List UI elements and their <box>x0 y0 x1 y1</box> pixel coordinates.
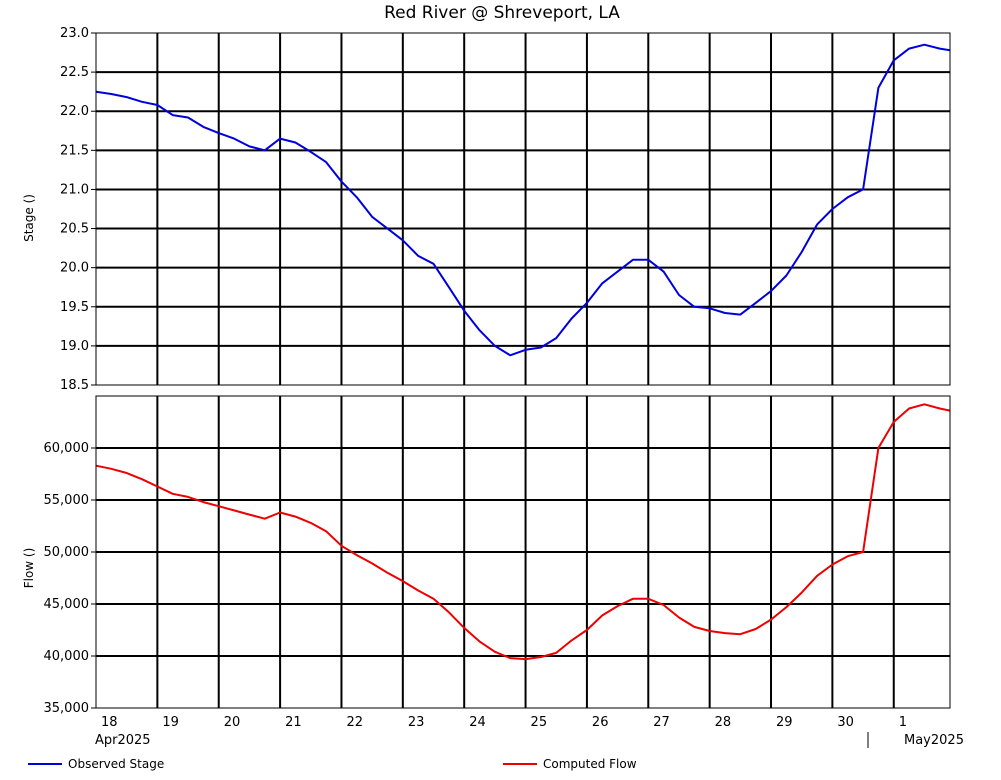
x-axis-day-label: 21 <box>285 715 302 730</box>
x-axis-day-label: 26 <box>592 715 609 730</box>
flow-series-line <box>95 403 951 661</box>
x-axis-day-label: 29 <box>776 715 793 730</box>
x-axis-day-label: 24 <box>469 715 486 730</box>
x-axis-day-label: 23 <box>408 715 425 730</box>
x-axis-month-left: Apr2025 <box>95 733 151 748</box>
flow-y-ticks: 60,000 55,000 50,000 45,000 40,000 35,000 <box>44 441 96 716</box>
stage-y-tick-label: 20.0 <box>60 261 89 276</box>
stage-y-axis-label: Stage () <box>22 194 36 242</box>
chart-title: Red River @ Shreveport, LA <box>384 3 620 23</box>
stage-y-tick-label: 19.5 <box>60 300 89 315</box>
legend-flow-label: Computed Flow <box>543 757 637 771</box>
stage-y-tick-label: 18.5 <box>60 378 89 393</box>
x-axis-month-right: May2025 <box>904 733 964 748</box>
stage-panel: 23.0 22.5 22.0 21.5 21.0 20.5 20.0 19.5 19.0 18.5… <box>22 26 951 393</box>
x-axis-day-label: 28 <box>715 715 732 730</box>
x-axis-day-label: 1 <box>899 715 907 730</box>
legend-stage-label: Observed Stage <box>68 757 164 771</box>
stage-plot-frame <box>95 32 951 386</box>
flow-y-tick-label: 50,000 <box>44 545 90 560</box>
flow-y-axis-label: Flow () <box>22 548 36 589</box>
stage-series-line <box>95 43 951 357</box>
flow-y-tick-label: 35,000 <box>44 701 90 716</box>
x-axis-day-label: 27 <box>653 715 670 730</box>
x-axis-day-label: 25 <box>531 715 548 730</box>
flow-panel: 60,000 55,000 50,000 45,000 40,000 35,000 Flo… <box>22 395 951 716</box>
stage-y-tick-label: 22.0 <box>60 104 89 119</box>
flow-y-tick-label: 60,000 <box>44 441 90 456</box>
x-axis-day-label: 18 <box>101 715 118 730</box>
stage-y-tick-label: 20.5 <box>60 222 89 237</box>
x-axis-day-label: 30 <box>837 715 854 730</box>
stage-grid <box>96 33 950 385</box>
flow-grid <box>96 396 950 708</box>
stage-y-tick-label: 21.0 <box>60 182 89 197</box>
flow-y-tick-label: 55,000 <box>44 493 90 508</box>
stage-y-tick-label: 22.5 <box>60 65 89 80</box>
x-axis-day-labels: 18 19 20 21 22 23 24 25 26 27 28 29 30 1 <box>101 715 907 730</box>
x-axis-day-label: 19 <box>162 715 179 730</box>
legend: Observed Stage Computed Flow <box>28 757 637 771</box>
x-axis-day-label: 22 <box>346 715 363 730</box>
stage-y-ticks: 23.0 22.5 22.0 21.5 21.0 20.5 20.0 19.5 19.0 18.5 <box>60 26 96 393</box>
flow-plot-frame <box>95 395 951 709</box>
flow-y-tick-label: 45,000 <box>44 597 90 612</box>
stage-y-tick-label: 19.0 <box>60 339 89 354</box>
stage-y-tick-label: 21.5 <box>60 143 89 158</box>
flow-y-tick-label: 40,000 <box>44 649 90 664</box>
stage-y-tick-label: 23.0 <box>60 26 89 41</box>
x-axis-day-label: 20 <box>224 715 241 730</box>
